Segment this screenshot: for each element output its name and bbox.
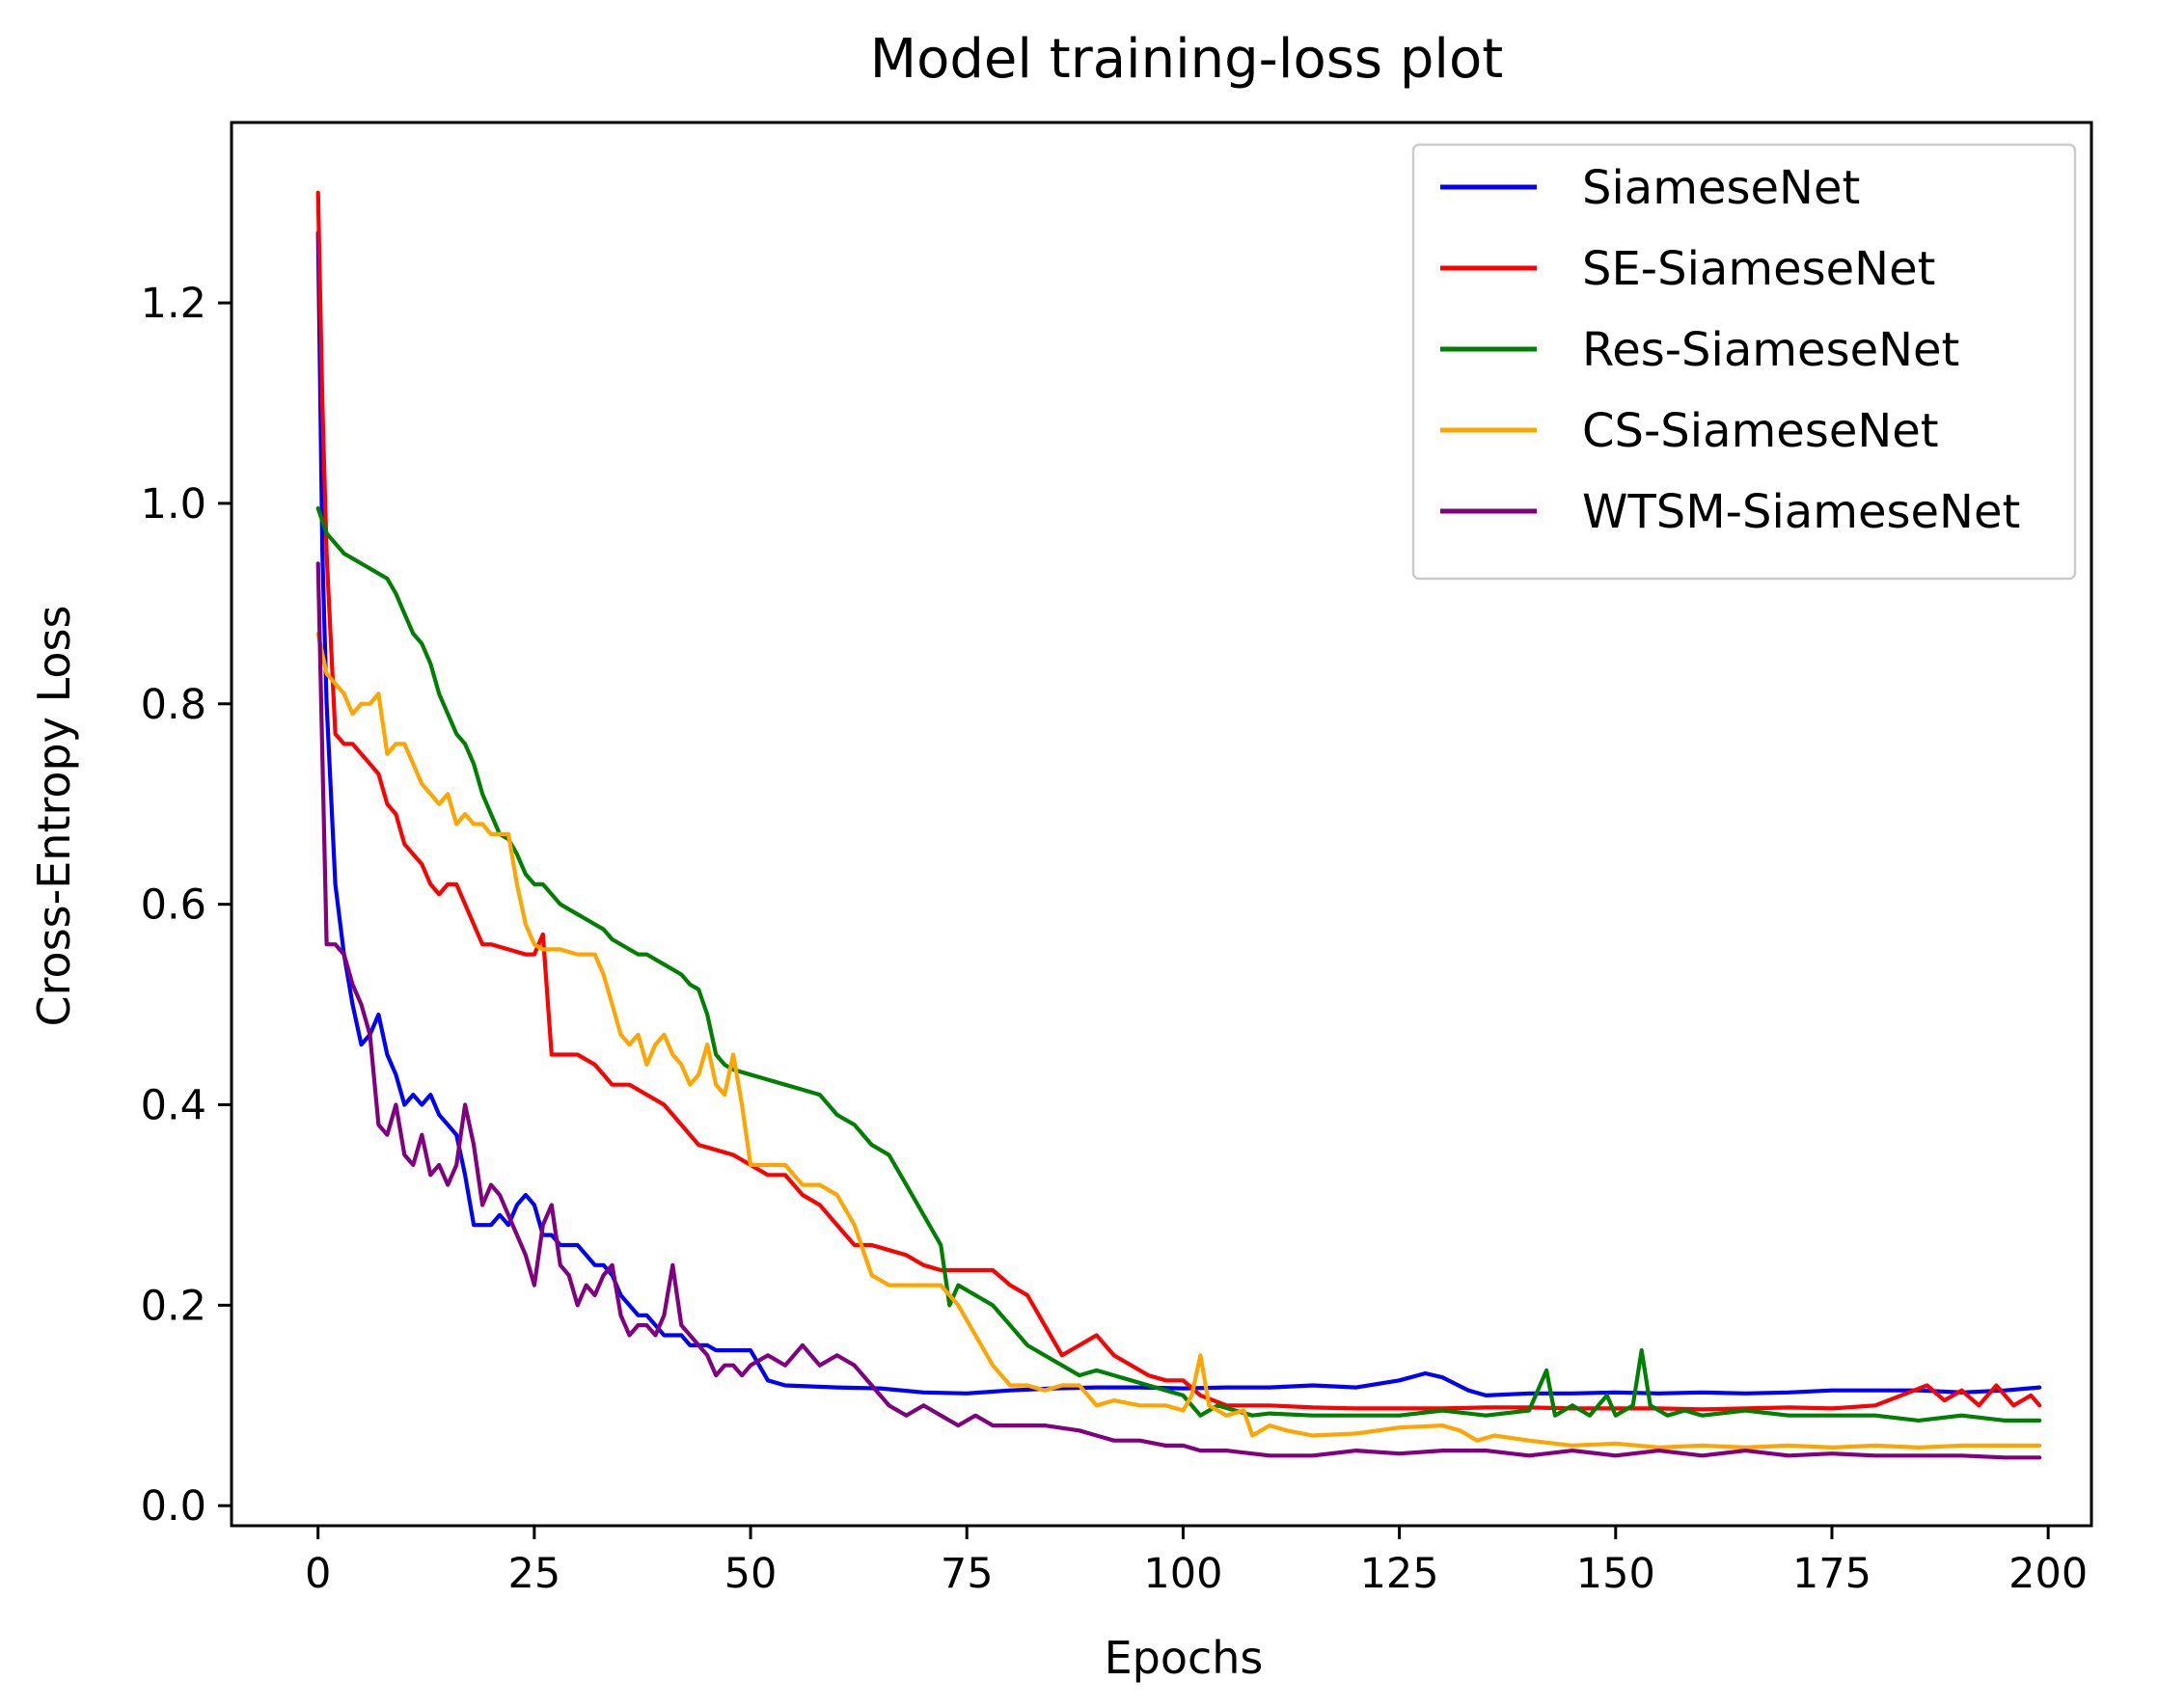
chart-title: Model training-loss plot [870, 28, 1503, 91]
y-tick-label: 0.6 [141, 881, 206, 930]
x-tick-label: 100 [1143, 1550, 1222, 1598]
plot-area [315, 190, 2042, 1460]
legend: SiameseNet SE-SiameseNet Res-SiameseNet CS-… [1411, 143, 2077, 581]
series-lines [315, 190, 2042, 1460]
x-tick-label: 175 [1792, 1550, 1871, 1598]
legend-label-res-siamesenet: Res-SiameseNet [1582, 323, 1959, 377]
y-tick-label: 0.0 [141, 1482, 206, 1531]
series-line-siamesenet [315, 230, 2042, 1397]
x-axis-title: Epochs [1105, 1632, 1264, 1684]
x-tick-label: 200 [2008, 1550, 2088, 1598]
y-tick-label: 1.2 [141, 280, 206, 328]
x-tick-label: 25 [508, 1550, 561, 1598]
y-tick-label: 0.8 [141, 681, 206, 729]
x-tick-label: 125 [1360, 1550, 1439, 1598]
y-tick-label: 0.2 [141, 1282, 206, 1330]
series-line-res-siamesenet [315, 506, 2042, 1423]
series-line-cs-siamesenet [315, 631, 2042, 1450]
y-axis-title: Cross-Entropy Loss [28, 606, 80, 1027]
legend-label-siamesenet: SiameseNet [1582, 161, 1860, 215]
y-tick-label: 0.4 [141, 1082, 206, 1130]
x-tick-label: 0 [305, 1550, 331, 1598]
series-line-wtsm-siamesenet [315, 561, 2042, 1460]
axes-frame [230, 121, 2093, 1528]
legend-label-wtsm-siamesenet: WTSM-SiameseNet [1582, 485, 2020, 539]
legend-box [1411, 143, 2077, 581]
axes: 0 25 50 75 100 125 150 175 200 0.0 0.2 0.4 0.6 0.8 1.0… [141, 121, 2093, 1598]
legend-label-cs-siamesenet: CS-SiameseNet [1582, 404, 1939, 458]
y-tick-label: 1.0 [141, 480, 206, 529]
legend-label-se-siamesenet: SE-SiameseNet [1582, 242, 1935, 296]
x-tick-label: 50 [724, 1550, 778, 1598]
x-tick-label: 75 [941, 1550, 994, 1598]
x-tick-label: 150 [1576, 1550, 1655, 1598]
